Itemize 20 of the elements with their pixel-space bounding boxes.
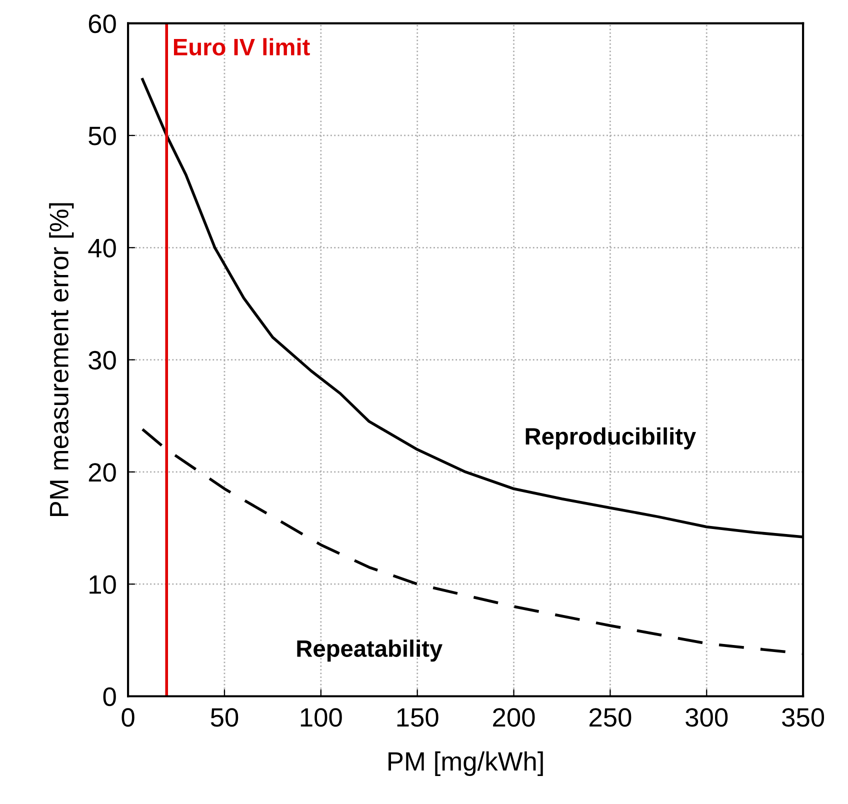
series-label: Reproducibility xyxy=(526,427,696,450)
y-tick-label: 50 xyxy=(88,126,116,146)
y-tick-label: 10 xyxy=(90,575,116,594)
y-tick-label: 40 xyxy=(88,238,116,258)
x-tick-label: 0 xyxy=(122,708,134,727)
y-axis-title: PM measurement error [%] xyxy=(49,203,74,516)
y-tick-label: 30 xyxy=(88,350,116,370)
ref-line-label: Euro IV limit xyxy=(174,38,310,56)
x-tick-label: 250 xyxy=(590,708,632,727)
x-tick-label: 300 xyxy=(686,708,728,727)
x-tick-label: 150 xyxy=(397,708,438,727)
x-tick-label: 50 xyxy=(210,708,238,727)
x-axis-title: PM [mg/kWh] xyxy=(388,751,543,776)
text: Repeatability xyxy=(297,640,442,662)
x-tick-label: 200 xyxy=(493,708,535,727)
x-tick-label: 350 xyxy=(782,708,824,727)
y-tick-label: 0 xyxy=(103,687,116,706)
y-tick-label: 20 xyxy=(88,463,116,482)
y-tick-label: 60 xyxy=(88,14,116,34)
x-tick-label: 100 xyxy=(300,708,342,727)
